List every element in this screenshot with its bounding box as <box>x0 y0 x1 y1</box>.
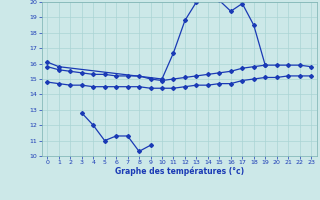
X-axis label: Graphe des températures (°c): Graphe des températures (°c) <box>115 167 244 176</box>
